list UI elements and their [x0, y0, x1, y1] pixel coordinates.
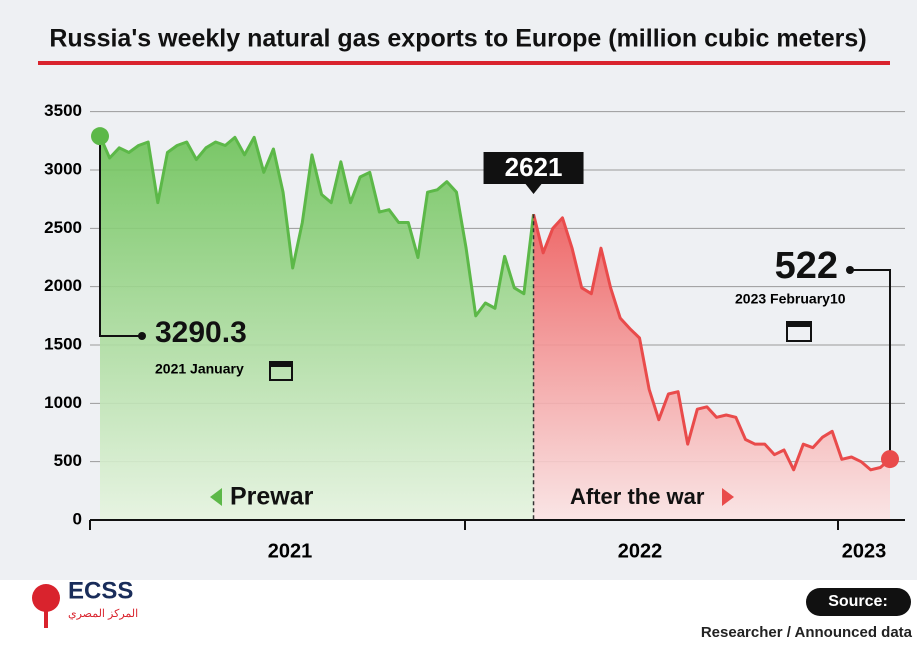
- date-label: 2023 February10: [735, 291, 846, 307]
- year-label: 2023: [842, 540, 887, 562]
- year-label: 2022: [618, 540, 663, 562]
- y-tick-label: 0: [73, 509, 82, 528]
- callout-box: [483, 152, 584, 184]
- y-tick-label: 1000: [44, 393, 82, 412]
- brand: ECSS: [68, 577, 133, 604]
- y-tick-label: 500: [54, 451, 82, 470]
- chart-title: Russia's weekly natural gas exports to E…: [49, 25, 866, 53]
- brand-arabic: المركز المصري: [68, 608, 138, 620]
- leader: [99, 136, 142, 337]
- year-label: 2021: [268, 540, 313, 562]
- title-rule: [38, 61, 890, 65]
- plot: 0 500 1000 1500 2000 2500 3000 3500: [44, 101, 905, 528]
- y-tick-label: 3000: [44, 159, 82, 178]
- y-tick-label: 2500: [44, 218, 82, 237]
- dot: [846, 266, 854, 274]
- calendar-icon: [786, 321, 812, 342]
- source: Researcher / Announced data: [701, 624, 913, 641]
- y-tick-label: 3500: [44, 101, 82, 120]
- area: [533, 214, 890, 520]
- y-tick-label: 1500: [44, 334, 82, 353]
- source-label: Source:: [828, 593, 888, 610]
- value-label: 3290.3: [155, 316, 247, 349]
- area: [100, 136, 534, 521]
- legend-arrow: [210, 488, 222, 506]
- y-tick-label: 2000: [44, 276, 82, 295]
- leader: [850, 269, 891, 460]
- point: [881, 450, 899, 469]
- line: [532, 213, 891, 472]
- legend-label: After the war: [570, 484, 705, 509]
- callout-pointer: [525, 184, 542, 194]
- legend-label: Prewar: [230, 483, 314, 511]
- calendar-icon: [269, 361, 293, 381]
- legend-arrow: [722, 488, 734, 506]
- value-label: 522: [775, 245, 838, 287]
- value-label: 2621: [505, 152, 563, 182]
- date-label: 2021 January: [155, 361, 244, 377]
- source-pill: [806, 588, 911, 616]
- line: [98, 135, 536, 318]
- dot: [138, 332, 146, 340]
- logo: ECSS المركز المصري: [32, 577, 138, 628]
- point: [91, 127, 109, 146]
